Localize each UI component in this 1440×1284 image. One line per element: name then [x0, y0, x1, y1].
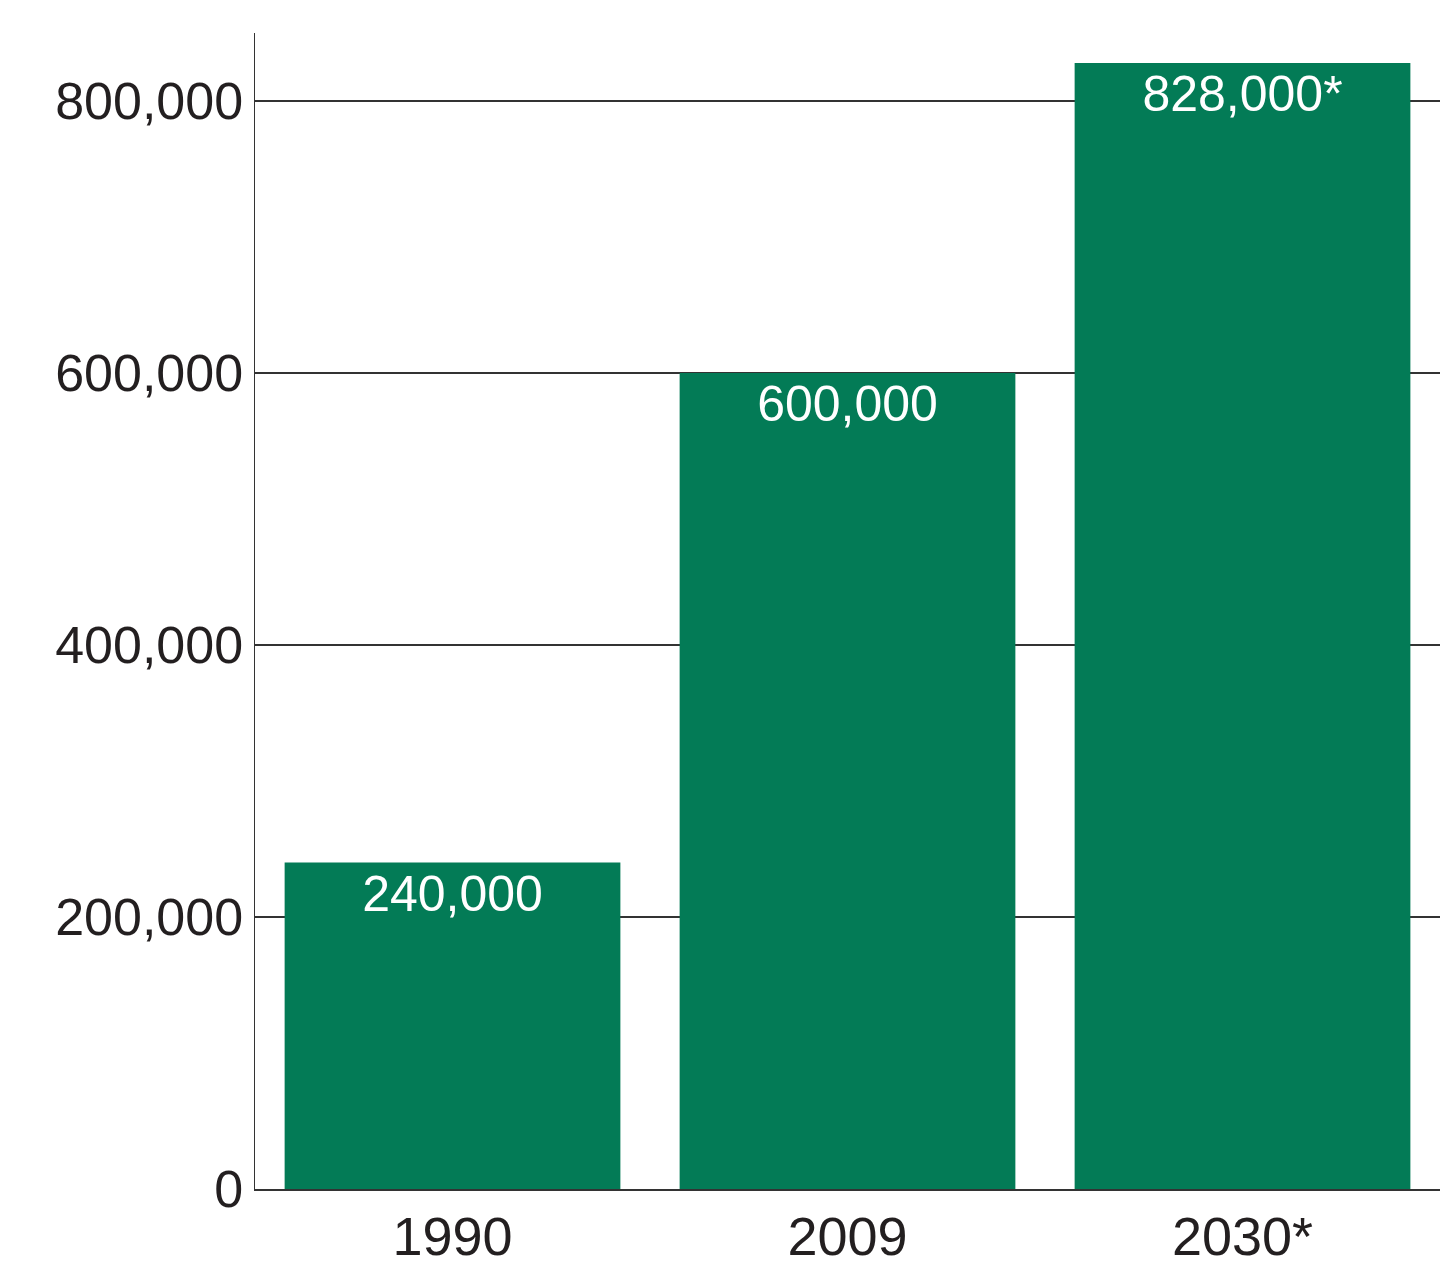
svg-text:600,000: 600,000: [55, 344, 243, 402]
svg-text:828,000*: 828,000*: [1142, 66, 1342, 122]
svg-text:0: 0: [214, 1160, 243, 1218]
svg-text:600,000: 600,000: [757, 376, 938, 432]
svg-text:800,000: 800,000: [55, 72, 243, 130]
svg-text:400,000: 400,000: [55, 616, 243, 674]
svg-text:240,000: 240,000: [362, 866, 543, 922]
svg-text:1990: 1990: [392, 1206, 512, 1266]
svg-text:2030*: 2030*: [1172, 1206, 1313, 1266]
svg-text:200,000: 200,000: [55, 888, 243, 946]
svg-text:2009: 2009: [787, 1206, 907, 1266]
